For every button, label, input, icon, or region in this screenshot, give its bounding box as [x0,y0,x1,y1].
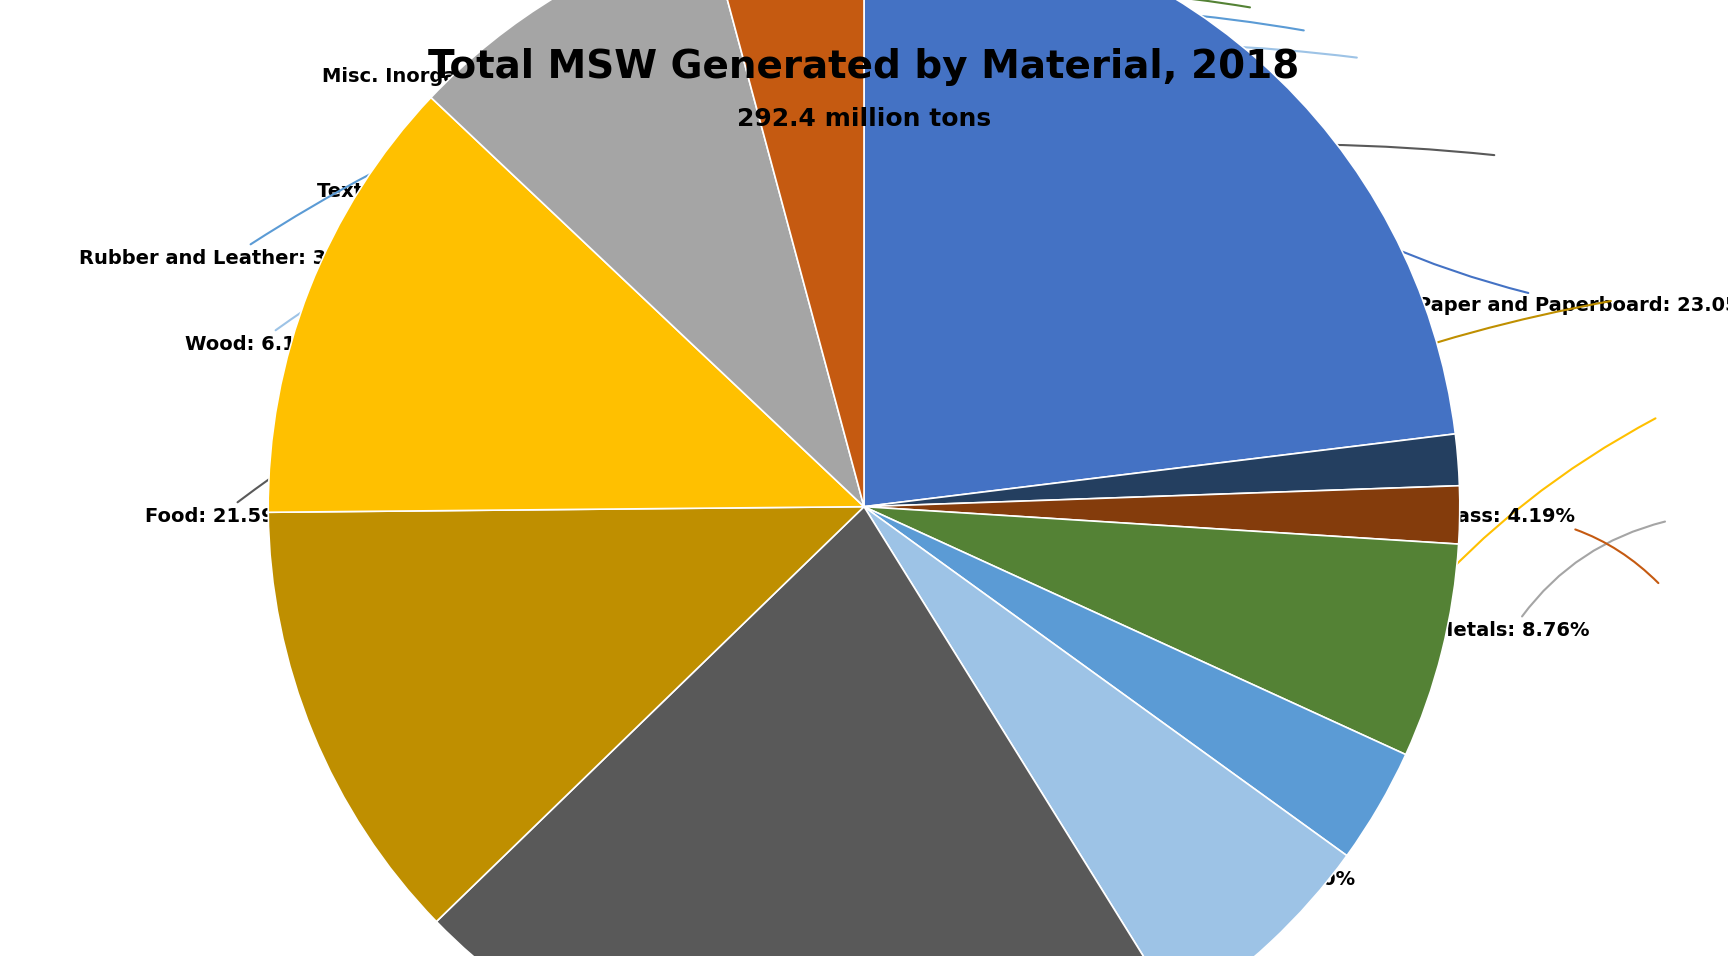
Wedge shape [430,0,864,507]
Wedge shape [268,507,864,922]
Text: Misc. Inorganic Wastes: 1.39%: Misc. Inorganic Wastes: 1.39% [321,0,1185,86]
Text: Food: 21.59%: Food: 21.59% [145,144,1495,526]
Wedge shape [864,434,1460,507]
Wedge shape [864,507,1458,754]
Text: 292.4 million tons: 292.4 million tons [736,107,992,132]
Text: Textiles: 5.83%: Textiles: 5.83% [318,0,1249,201]
Wedge shape [864,507,1407,856]
Wedge shape [708,0,864,507]
Text: Rubber and Leather: 3.13%: Rubber and Leather: 3.13% [79,7,1303,268]
Text: Other: 1.56%: Other: 1.56% [460,0,1204,143]
Wedge shape [864,486,1460,544]
Wedge shape [437,507,1178,956]
Text: Wood: 6.19%: Wood: 6.19% [185,44,1356,354]
Text: Yard Trimmings: 12.11%: Yard Trimmings: 12.11% [553,301,1610,889]
Text: Metals: 8.76%: Metals: 8.76% [1434,522,1666,641]
Wedge shape [864,0,1455,507]
Text: Total MSW Generated by Material, 2018: Total MSW Generated by Material, 2018 [429,48,1299,86]
Text: Plastics: 12.20%: Plastics: 12.20% [1175,419,1655,889]
Text: Paper and Paperboard: 23.05%: Paper and Paperboard: 23.05% [1026,0,1728,315]
Text: Glass: 4.19%: Glass: 4.19% [1434,507,1659,583]
Wedge shape [268,98,864,512]
Wedge shape [864,507,1346,956]
